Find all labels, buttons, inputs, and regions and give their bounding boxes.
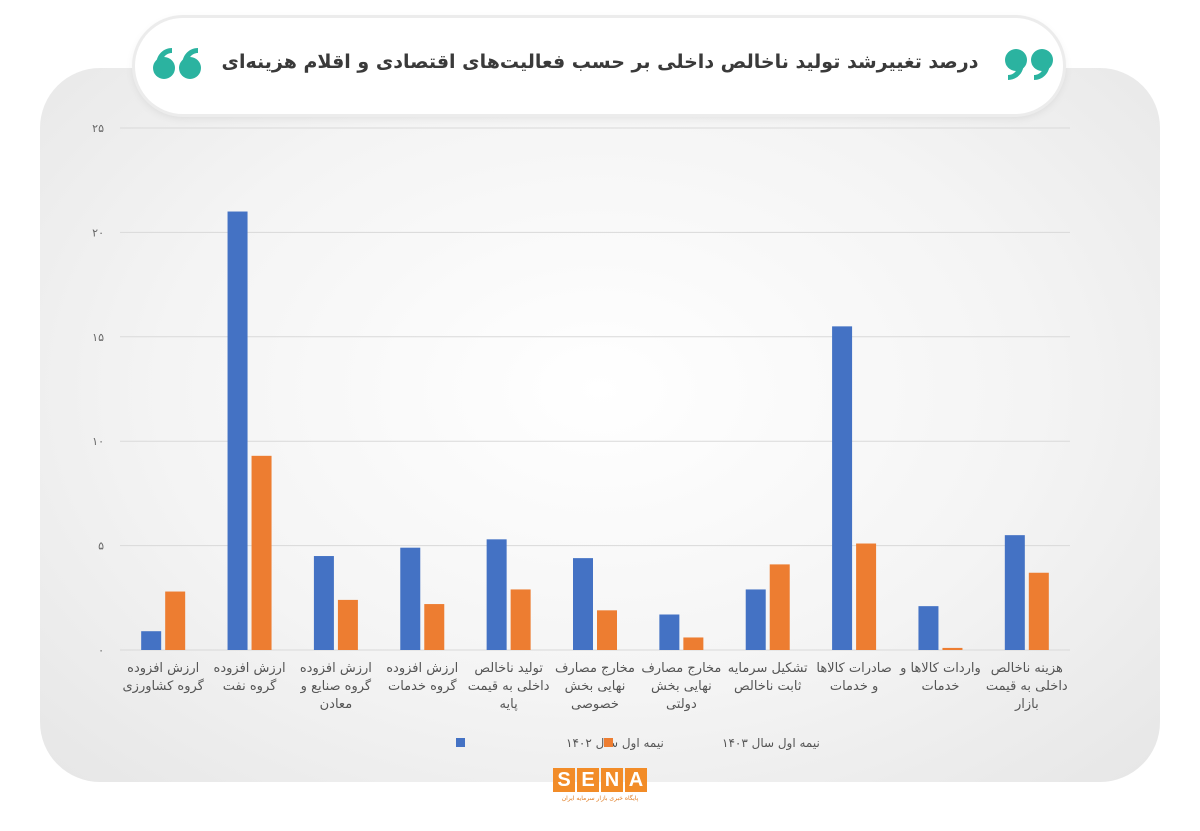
x-category-label: هزینه ناخالص داخلی به قیمت بازار xyxy=(986,661,1068,712)
y-tick-label: ۲۵ xyxy=(92,122,104,135)
bar-2 xyxy=(337,599,358,650)
sena-logo: S E N A پایگاه خبری بازار سرمایه ایران xyxy=(548,768,652,812)
page-title: درصد تغییرشد تولید ناخالص داخلی بر حسب ف… xyxy=(221,51,979,73)
bar-1 xyxy=(313,556,334,650)
x-category-label: ارزش افزوده گروه کشاورزی xyxy=(123,661,205,694)
bar-2 xyxy=(1028,572,1049,650)
legend-swatch xyxy=(604,738,613,747)
bar-2 xyxy=(251,455,272,650)
bar-2 xyxy=(165,591,186,650)
bar-1 xyxy=(832,326,853,650)
bar-1 xyxy=(1004,535,1025,650)
logo-letter: S xyxy=(553,768,575,792)
logo-letter: E xyxy=(577,768,599,792)
quote-close-icon xyxy=(1005,49,1053,80)
x-category-label: صادرات کالاها و خدمات xyxy=(816,661,891,694)
bar-1 xyxy=(659,614,680,650)
x-category-label: واردات کالاها و خدمات xyxy=(899,661,981,694)
bar-1 xyxy=(400,547,421,650)
bar-2 xyxy=(683,637,704,650)
bar-2 xyxy=(597,610,617,650)
y-tick-label: ۰ xyxy=(98,644,104,657)
x-category-label: مخارج مصارف نهایی بخش خصوصی xyxy=(555,661,635,712)
logo-tagline: پایگاه خبری بازار سرمایه ایران xyxy=(561,795,639,802)
logo-letter: N xyxy=(601,768,623,792)
bar-1 xyxy=(486,539,507,650)
x-category-label: ارزش افزوده گروه نفت xyxy=(214,661,286,694)
x-category-label: مخارج مصارف نهایی بخش دولتی xyxy=(641,661,721,712)
bar-1 xyxy=(745,589,766,650)
legend-swatch xyxy=(456,738,465,747)
bar-2 xyxy=(424,604,445,650)
bar-1 xyxy=(141,631,162,650)
legend-label: نیمه اول سال ۱۴۰۳ xyxy=(722,736,820,751)
x-category-label: تولید ناخالص داخلی به قیمت پایه xyxy=(468,661,550,712)
bar-2 xyxy=(510,589,531,650)
chart-background-panel xyxy=(40,68,1160,782)
title-card xyxy=(135,18,1063,114)
bar-2 xyxy=(769,564,790,650)
bar-1 xyxy=(227,211,248,650)
x-category-label: تشکیل سرمایه ثابت ناخالص xyxy=(728,661,808,694)
bar-2 xyxy=(942,647,963,650)
logo-letter: A xyxy=(625,768,647,792)
y-tick-label: ۱۵ xyxy=(92,331,104,344)
bar-1 xyxy=(918,606,939,650)
x-category-label: ارزش افزوده گروه خدمات xyxy=(386,661,458,694)
quote-open-icon xyxy=(153,48,201,79)
y-tick-label: ۱۰ xyxy=(92,435,104,448)
bar-2 xyxy=(856,543,877,650)
bar-1 xyxy=(573,558,593,650)
x-category-label: ارزش افزوده گروه صنایع و معادن xyxy=(300,661,372,712)
y-tick-label: ۲۰ xyxy=(92,226,104,239)
legend-label: نیمه اول سال ۱۴۰۲ xyxy=(566,736,664,751)
y-tick-label: ۵ xyxy=(98,540,104,553)
